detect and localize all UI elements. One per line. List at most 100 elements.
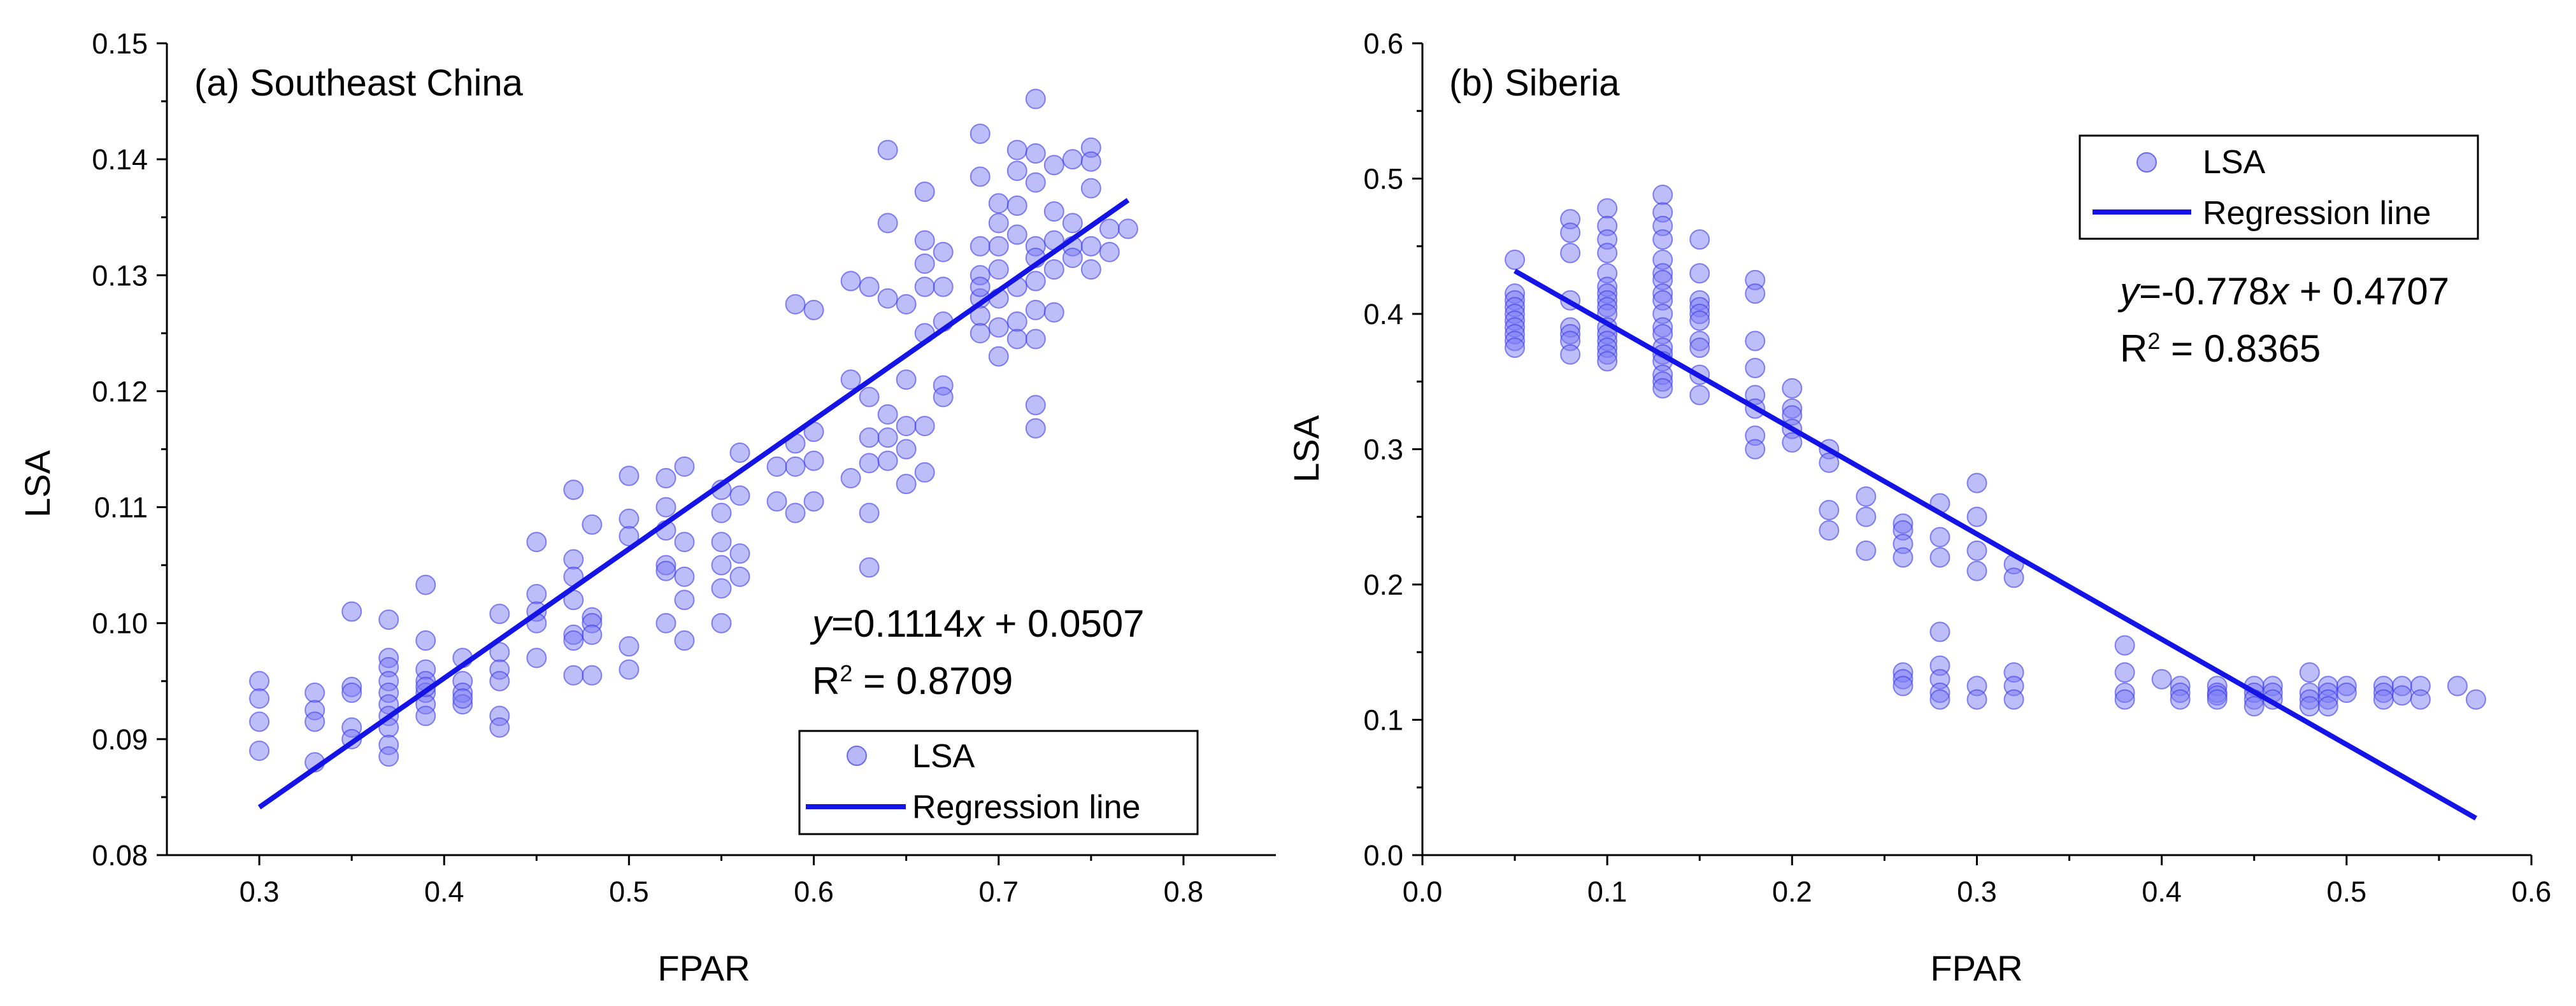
data-point-a xyxy=(877,427,898,448)
data-point-a xyxy=(1006,311,1027,332)
data-point-a xyxy=(1080,178,1101,199)
data-point-b xyxy=(1819,452,1840,473)
data-point-b xyxy=(1597,243,1618,264)
data-point-b xyxy=(1966,560,1987,581)
data-point-b xyxy=(1966,689,1987,710)
r-sup-b: 2 xyxy=(2147,328,2160,354)
y-tick-label-a: 0.14 xyxy=(92,143,148,176)
y-tick-label-a: 0.12 xyxy=(92,375,148,407)
data-point-a xyxy=(1080,236,1101,257)
y-tick-label-b: 0.5 xyxy=(1363,163,1403,195)
legend-box-a xyxy=(798,730,1199,835)
data-point-a xyxy=(933,386,954,407)
data-point-a xyxy=(655,613,676,634)
data-point-a xyxy=(563,630,584,651)
data-point-a xyxy=(1025,89,1046,110)
data-point-a xyxy=(988,346,1009,367)
x-axis-title-b: FPAR xyxy=(1930,948,2022,988)
data-point-a xyxy=(1025,172,1046,193)
data-point-a xyxy=(896,416,917,437)
data-point-b xyxy=(1745,439,1766,460)
data-point-a xyxy=(563,479,584,500)
data-point-b xyxy=(1893,676,1914,697)
data-point-a xyxy=(1025,271,1046,292)
data-point-a xyxy=(711,613,732,634)
data-point-b xyxy=(2336,683,2357,703)
data-point-a xyxy=(729,485,750,506)
x-tick-label-b: 0.2 xyxy=(1772,875,1812,908)
data-point-a xyxy=(896,294,917,315)
data-point-a xyxy=(1043,302,1064,323)
r-label-b: R xyxy=(2120,327,2147,370)
data-point-b xyxy=(1597,351,1618,372)
data-point-b xyxy=(1856,486,1877,507)
data-point-a xyxy=(619,465,640,486)
data-point-b xyxy=(1505,250,1526,270)
data-point-a xyxy=(1099,241,1120,262)
data-point-b xyxy=(2114,635,2135,656)
data-point-a xyxy=(988,236,1009,257)
data-point-b xyxy=(1689,229,1710,250)
data-point-a xyxy=(914,230,935,251)
data-point-b xyxy=(2410,689,2431,710)
data-point-a xyxy=(859,427,880,448)
r-value-b: = 0.8365 xyxy=(2160,327,2321,370)
data-point-a xyxy=(877,450,898,471)
data-point-b xyxy=(1689,310,1710,331)
panel-b-siberia: LSA FPAR 0.0 0.1 0.2 0.3 0.4 0.5 0.60.00.10.20… xyxy=(1286,27,2551,988)
regression-line-segment-b xyxy=(1513,268,2477,821)
y-tick-label-a: 0.09 xyxy=(92,723,148,756)
y-tick-label-b: 0.4 xyxy=(1363,298,1403,330)
y-axis-title-b: LSA xyxy=(1286,414,1326,482)
data-point-a xyxy=(526,584,547,605)
data-point-b xyxy=(2447,676,2468,697)
r-value-a: = 0.8709 xyxy=(852,660,1013,702)
data-point-a xyxy=(1025,143,1046,164)
r-squared-a: R2 = 0.8709 xyxy=(812,660,1013,702)
y-tick-label-a: 0.08 xyxy=(92,839,148,872)
eq-x-a: x xyxy=(963,602,985,645)
panel-a-southeast-china: LSA FPAR 0.3 0.4 0.5 0.6 0.7 0.80.080.090.100… xyxy=(17,27,1276,988)
data-point-b xyxy=(2391,685,2412,706)
eq-coef-b: =-0.778 xyxy=(2139,270,2270,313)
panel-title-a: (a) Southeast China xyxy=(194,62,524,104)
y-tick-label-b: 0.1 xyxy=(1363,704,1403,737)
data-point-a xyxy=(711,502,732,523)
data-point-a xyxy=(840,369,861,390)
data-point-b xyxy=(1782,432,1803,453)
eq-rest-b: + 0.4707 xyxy=(2289,270,2449,313)
data-point-a xyxy=(674,532,695,553)
y-tick-label-b: 0.3 xyxy=(1363,434,1403,466)
panel-title-b: (b) Siberia xyxy=(1449,62,1620,104)
data-point-b xyxy=(1560,243,1581,264)
data-point-b xyxy=(1689,337,1710,358)
x-tick-label-a: 0.3 xyxy=(240,875,280,908)
data-point-a xyxy=(970,323,991,344)
data-point-a xyxy=(526,648,547,669)
data-point-a xyxy=(1062,149,1083,170)
x-tick-label-a: 0.5 xyxy=(609,875,649,908)
r-squared-b: R2 = 0.8365 xyxy=(2120,327,2321,370)
data-point-a xyxy=(729,566,750,587)
data-point-b xyxy=(2151,669,2172,690)
data-point-b xyxy=(1966,472,1987,493)
data-point-a xyxy=(896,474,917,495)
data-point-a xyxy=(249,711,270,732)
y-tick-label-b: 0.0 xyxy=(1363,839,1403,872)
data-point-a xyxy=(1025,329,1046,350)
x-tick-label-b: 0.3 xyxy=(1957,875,1997,908)
data-point-a xyxy=(970,236,991,257)
data-point-a xyxy=(933,241,954,262)
data-point-a xyxy=(674,456,695,477)
data-point-b xyxy=(1782,378,1803,399)
data-point-a xyxy=(970,124,991,145)
data-point-a xyxy=(877,139,898,160)
data-point-b xyxy=(1966,506,1987,527)
data-point-b xyxy=(1929,527,1950,548)
y-tick-label-a: 0.13 xyxy=(92,259,148,292)
data-point-a xyxy=(1025,299,1046,320)
data-point-a xyxy=(582,665,603,686)
legend-label-regression-a: Regression line xyxy=(912,789,1140,826)
y-axis-title-a: LSA xyxy=(17,450,57,517)
data-point-b xyxy=(1819,520,1840,541)
